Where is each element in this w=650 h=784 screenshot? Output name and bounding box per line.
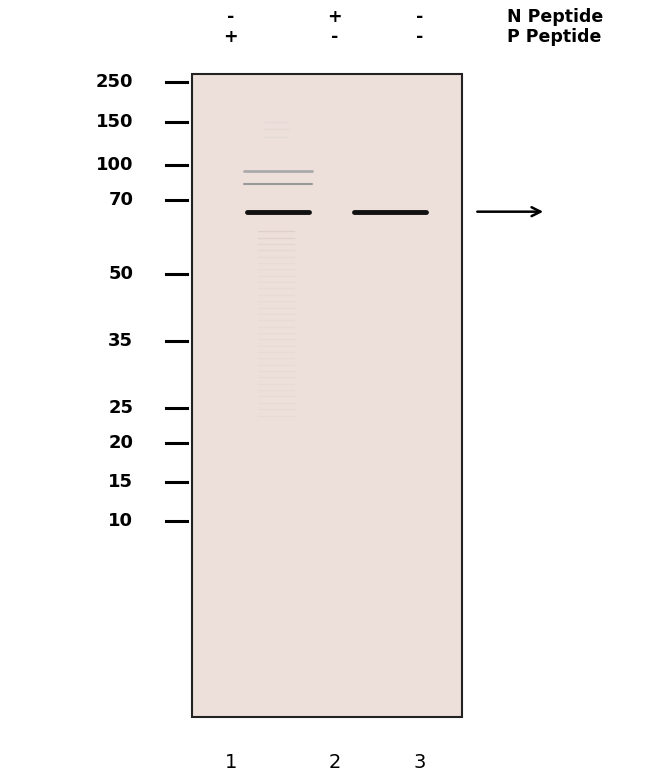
Text: 3: 3	[413, 753, 426, 771]
Text: -: -	[331, 28, 339, 45]
Text: 70: 70	[109, 191, 133, 209]
Text: -: -	[415, 28, 423, 45]
Text: 1: 1	[224, 753, 237, 771]
Text: 2: 2	[328, 753, 341, 771]
Text: 50: 50	[109, 266, 133, 283]
Text: 10: 10	[109, 513, 133, 530]
Text: 150: 150	[96, 113, 133, 130]
Text: -: -	[227, 9, 235, 26]
Text: P Peptide: P Peptide	[507, 28, 601, 45]
Text: 25: 25	[109, 399, 133, 416]
Text: 15: 15	[109, 474, 133, 491]
Text: 20: 20	[109, 434, 133, 452]
Text: +: +	[328, 9, 342, 26]
Bar	[192, 74, 462, 717]
Text: 100: 100	[96, 156, 133, 173]
Text: N Peptide: N Peptide	[507, 9, 603, 26]
Text: 35: 35	[109, 332, 133, 350]
Text: +: +	[224, 28, 238, 45]
Text: -: -	[415, 9, 423, 26]
Text: 250: 250	[96, 74, 133, 91]
